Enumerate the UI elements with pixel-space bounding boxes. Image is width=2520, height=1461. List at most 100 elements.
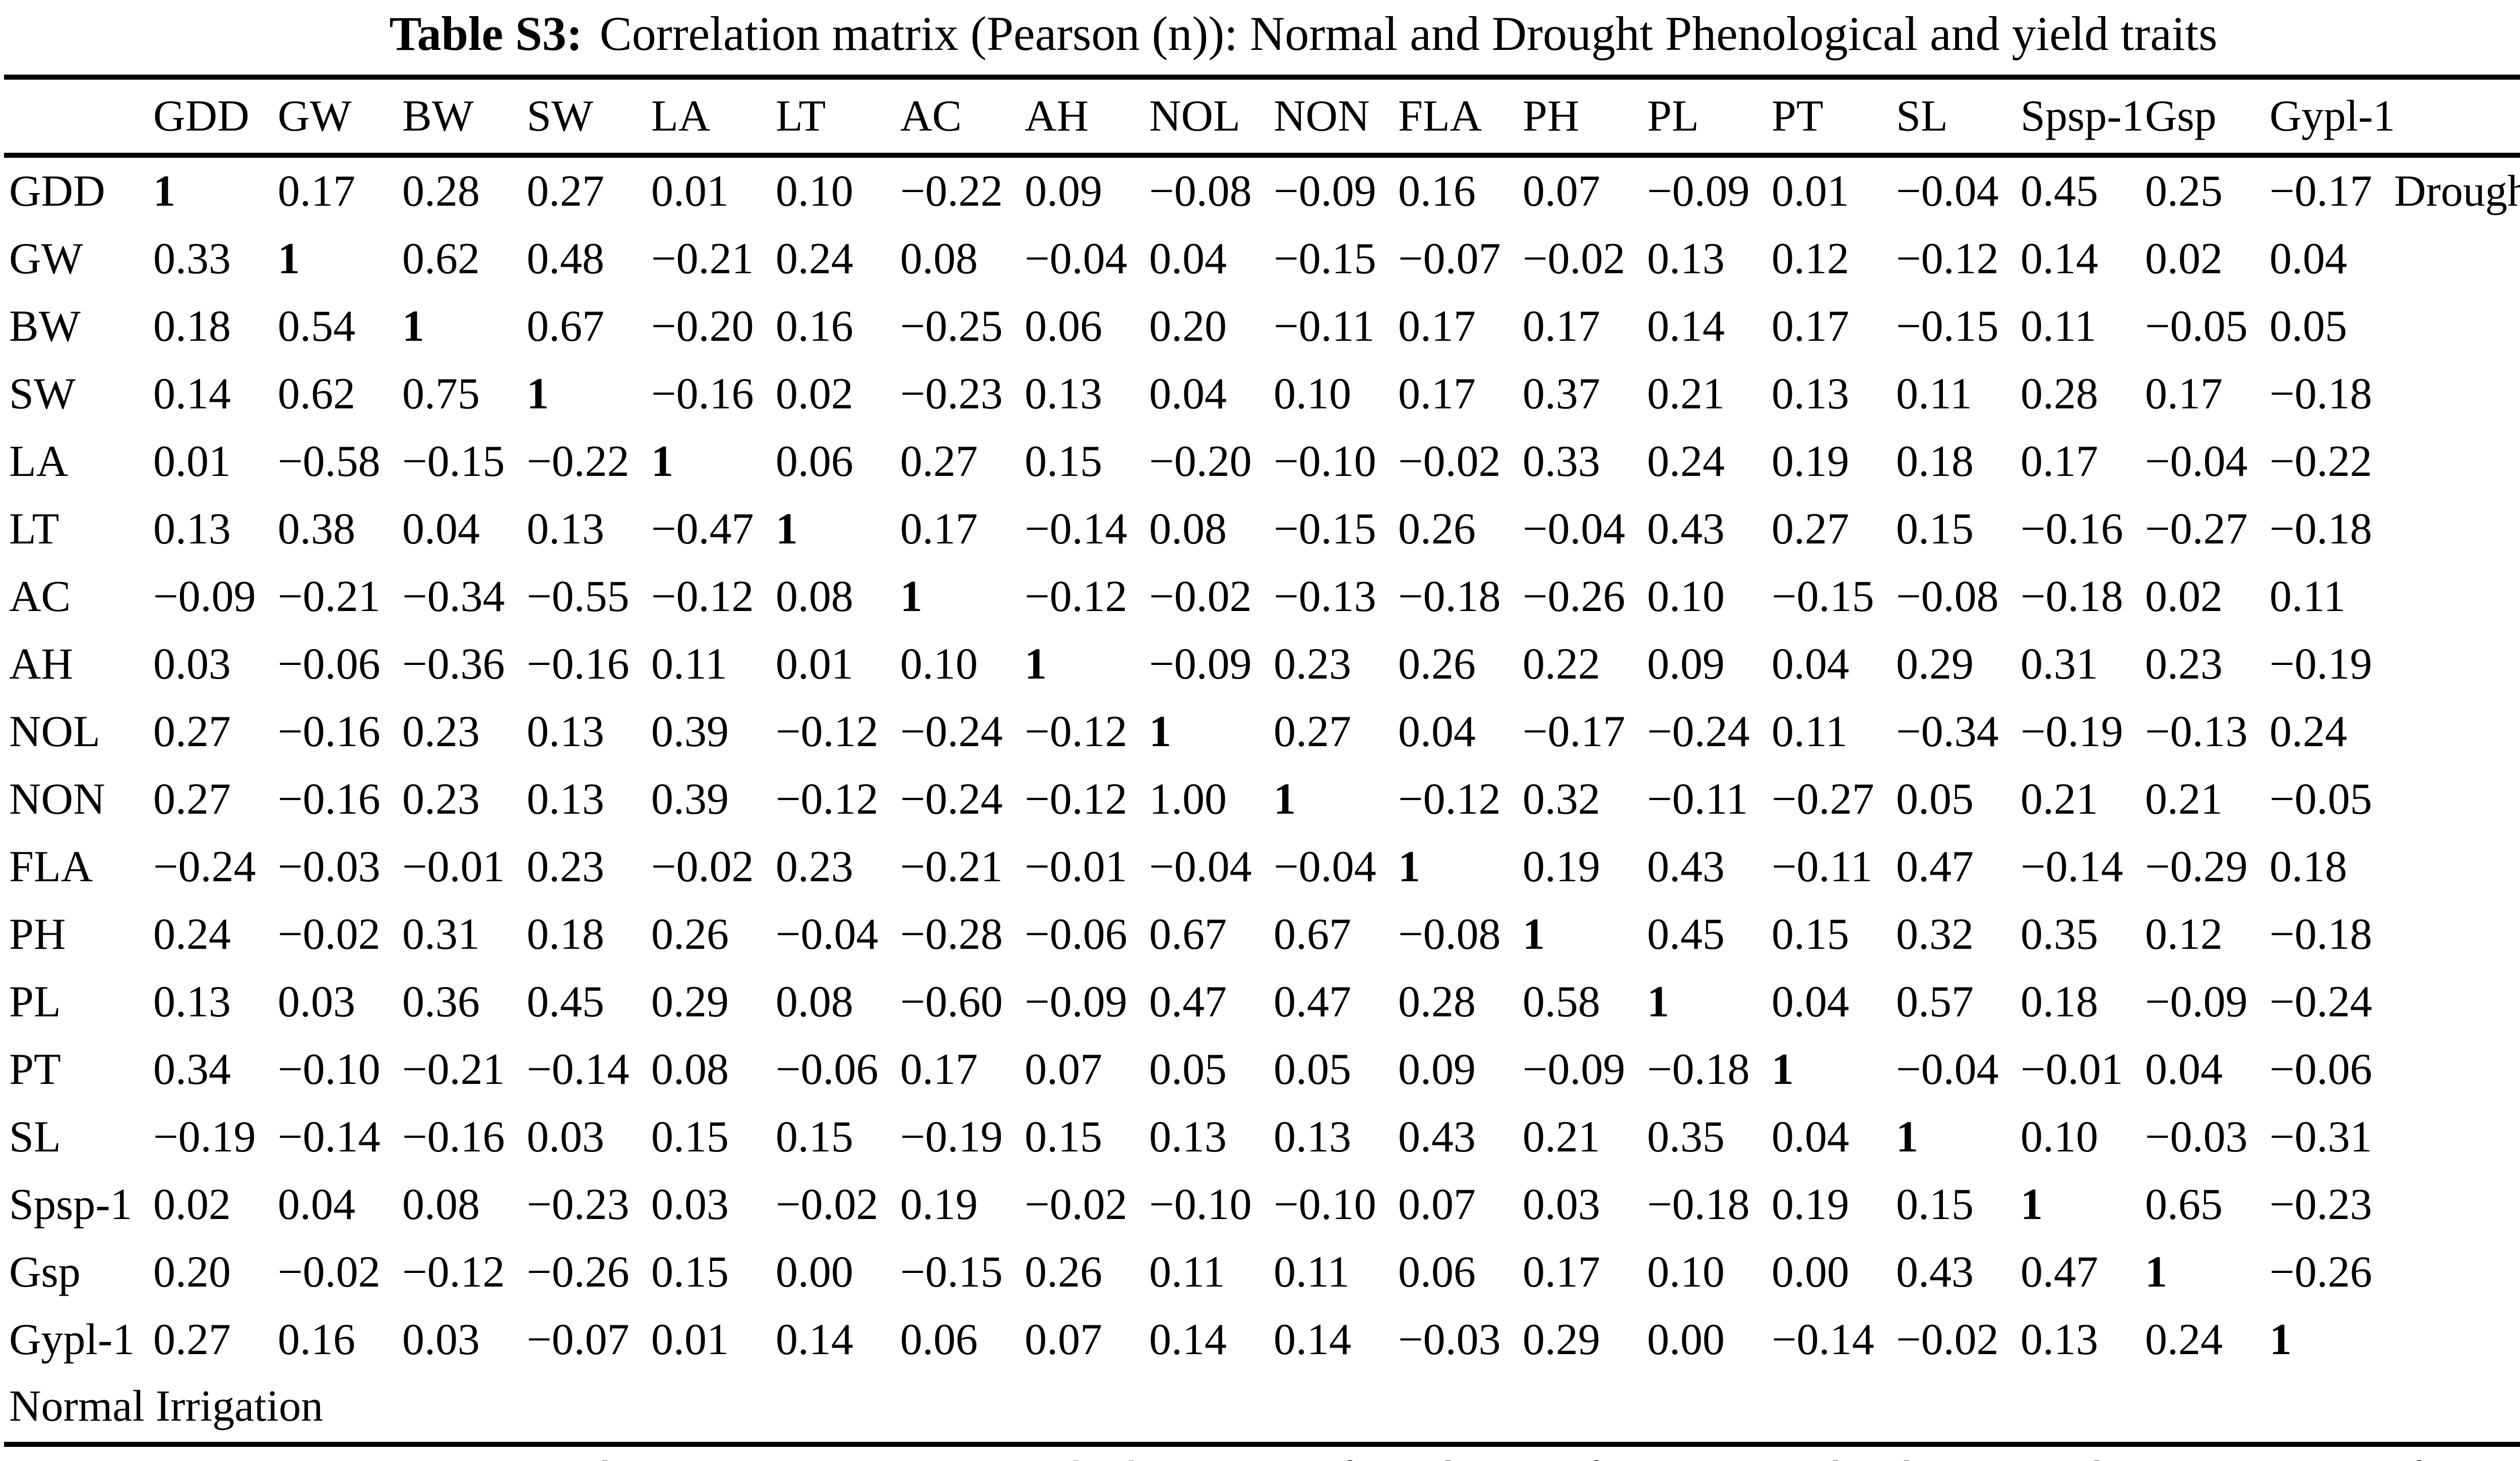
matrix-cell: 0.08 bbox=[776, 572, 853, 622]
matrix-cell: 0.08 bbox=[402, 1180, 480, 1230]
row-header: PH bbox=[9, 910, 66, 959]
row-header: FLA bbox=[9, 842, 93, 892]
header-row: GDD GW BW SW LA LT AC AH NOL NON FLA PH PL PT SL Spsp-1… bbox=[4, 77, 2520, 156]
matrix-cell: 0.08 bbox=[1149, 505, 1227, 554]
matrix-cell: 0.13 bbox=[153, 978, 231, 1027]
matrix-cell: −0.26 bbox=[527, 1248, 629, 1297]
table-row: AH 0.03 −0.06 −0.36 −0.16 0.11 0.01 0.10 1 −0.09 0… bbox=[4, 631, 2520, 698]
row-header: NON bbox=[9, 775, 105, 824]
matrix-cell: −0.04 bbox=[1896, 1045, 1999, 1094]
table-row: AC −0.09 −0.21 −0.34 −0.55 −0.12 0.08 1 −0.12 −0.… bbox=[4, 563, 2520, 631]
matrix-cell: 0.10 bbox=[1647, 1248, 1725, 1297]
matrix-cell: −0.15 bbox=[402, 437, 505, 486]
upper-triangle-condition-label bbox=[2394, 1171, 2520, 1239]
matrix-cell: −0.21 bbox=[278, 572, 381, 622]
matrix-cell: 0.10 bbox=[776, 167, 853, 216]
matrix-cell: 0.17 bbox=[2021, 437, 2098, 486]
matrix-cell: 0.17 bbox=[900, 505, 978, 554]
matrix-cell: −0.17 bbox=[1523, 707, 1625, 757]
matrix-cell: 0.15 bbox=[1896, 505, 1974, 554]
matrix-cell: 0.26 bbox=[1398, 640, 1476, 689]
upper-triangle-condition-label bbox=[2394, 1306, 2520, 1374]
matrix-cell: 0.10 bbox=[1647, 572, 1725, 622]
matrix-cell: −0.18 bbox=[2021, 572, 2123, 622]
matrix-cell: 0.19 bbox=[1772, 1180, 1849, 1230]
matrix-cell: 0.24 bbox=[776, 234, 853, 284]
row-header: AC bbox=[9, 572, 71, 622]
matrix-cell: 0.23 bbox=[776, 842, 853, 892]
matrix-cell: −0.10 bbox=[1274, 437, 1376, 486]
matrix-cell: 0.15 bbox=[651, 1113, 729, 1162]
matrix-cell: 0.26 bbox=[1025, 1248, 1102, 1297]
matrix-cell: 0.28 bbox=[1398, 978, 1476, 1027]
upper-triangle-condition-label bbox=[2394, 563, 2520, 631]
column-header: Gypl-1 bbox=[2270, 92, 2396, 141]
matrix-cell: −0.04 bbox=[2145, 437, 2248, 486]
matrix-cell: 0.24 bbox=[153, 910, 231, 959]
matrix-cell: 0.04 bbox=[1149, 370, 1227, 419]
matrix-cell: 0.18 bbox=[2270, 842, 2347, 892]
table-row: SW 0.14 0.62 0.75 1 −0.16 0.02 −0.23 0.13 0.04 0.1… bbox=[4, 360, 2520, 428]
matrix-cell: 0.08 bbox=[651, 1045, 729, 1094]
matrix-cell: 0.17 bbox=[1772, 302, 1849, 351]
table-row: Gypl-1 0.27 0.16 0.03 −0.07 0.01 0.14 0.06 0.07 0… bbox=[4, 1306, 2520, 1374]
matrix-cell: 0.09 bbox=[1398, 1045, 1476, 1094]
matrix-cell: 0.17 bbox=[900, 1045, 978, 1094]
row-header: PT bbox=[9, 1045, 61, 1094]
table-notes: Notes: GDD; Growing Degree Days, GW; Glu… bbox=[0, 1447, 2520, 1461]
matrix-cell: −0.03 bbox=[278, 842, 381, 892]
matrix-cell: −0.27 bbox=[1772, 775, 1874, 824]
matrix-cell: −0.09 bbox=[153, 572, 256, 622]
matrix-cell: 0.13 bbox=[527, 707, 604, 757]
matrix-cell: 0.27 bbox=[1274, 707, 1351, 757]
matrix-cell: 0.11 bbox=[1274, 1248, 1350, 1297]
footer-row: Normal Irrigation bbox=[4, 1374, 2520, 1444]
column-header: PH bbox=[1523, 92, 1580, 141]
matrix-cell: 0.54 bbox=[278, 302, 355, 351]
matrix-cell: 0.43 bbox=[1398, 1113, 1476, 1162]
matrix-cell: 1 bbox=[402, 302, 424, 351]
matrix-cell: −0.24 bbox=[1647, 707, 1750, 757]
matrix-cell: −0.36 bbox=[402, 640, 505, 689]
matrix-cell: 0.18 bbox=[2021, 978, 2098, 1027]
matrix-cell: 0.06 bbox=[900, 1315, 978, 1365]
row-header: AH bbox=[9, 640, 74, 689]
matrix-cell: 0.17 bbox=[1398, 370, 1476, 419]
matrix-cell: 0.14 bbox=[1647, 302, 1725, 351]
column-header: Gsp bbox=[2145, 92, 2217, 141]
upper-triangle-condition-label bbox=[2394, 496, 2520, 563]
matrix-cell: −0.18 bbox=[1398, 572, 1501, 622]
matrix-cell: −0.34 bbox=[1896, 707, 1999, 757]
matrix-cell: 0.06 bbox=[1398, 1248, 1476, 1297]
matrix-cell: −0.07 bbox=[527, 1315, 629, 1365]
matrix-cell: 0.29 bbox=[1896, 640, 1974, 689]
matrix-cell: −0.55 bbox=[527, 572, 629, 622]
matrix-cell: −0.01 bbox=[402, 842, 505, 892]
matrix-cell: −0.02 bbox=[1896, 1315, 1999, 1365]
matrix-cell: 0.02 bbox=[2145, 572, 2223, 622]
matrix-cell: 1 bbox=[2270, 1315, 2292, 1365]
matrix-cell: 0.11 bbox=[651, 640, 727, 689]
matrix-cell: 0.13 bbox=[153, 505, 231, 554]
matrix-cell: −0.02 bbox=[278, 910, 381, 959]
matrix-cell: 1 bbox=[1772, 1045, 1794, 1094]
matrix-cell: 0.00 bbox=[1772, 1248, 1849, 1297]
matrix-cell: 0.29 bbox=[1523, 1315, 1600, 1365]
matrix-cell: 0.10 bbox=[1274, 370, 1351, 419]
matrix-cell: −0.15 bbox=[1274, 234, 1376, 284]
matrix-cell: −0.10 bbox=[1274, 1180, 1376, 1230]
column-header: BW bbox=[402, 92, 474, 141]
column-header: Spsp-1 bbox=[2021, 92, 2144, 141]
upper-triangle-condition-label bbox=[2394, 428, 2520, 496]
matrix-cell: 0.01 bbox=[776, 640, 853, 689]
table-row: PT 0.34 −0.10 −0.21 −0.14 0.08 −0.06 0.17 0.07 0.… bbox=[4, 1036, 2520, 1104]
matrix-cell: −0.22 bbox=[900, 167, 1003, 216]
matrix-cell: −0.09 bbox=[1523, 1045, 1625, 1094]
upper-triangle-condition-label: Drought bbox=[2394, 167, 2520, 216]
upper-triangle-condition-label bbox=[2394, 1104, 2520, 1171]
matrix-cell: −0.10 bbox=[278, 1045, 381, 1094]
matrix-cell: −0.15 bbox=[1896, 302, 1999, 351]
row-header: Gsp bbox=[9, 1248, 81, 1297]
matrix-cell: −0.06 bbox=[1025, 910, 1127, 959]
